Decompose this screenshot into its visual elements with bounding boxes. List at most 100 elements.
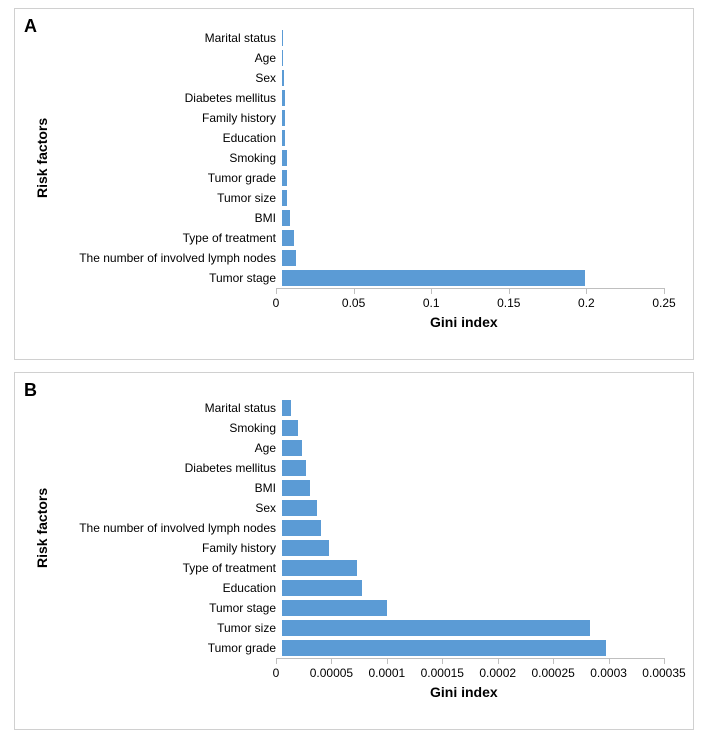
y-axis-label: Risk factors xyxy=(34,118,50,198)
x-tick xyxy=(442,658,443,664)
bar-track xyxy=(282,398,664,418)
y-axis-label: Risk factors xyxy=(34,488,50,568)
bar xyxy=(282,170,287,186)
bar-label: Education xyxy=(58,581,282,595)
bar-track xyxy=(282,48,664,68)
bar-track xyxy=(282,208,664,228)
bar-row: Type of treatment xyxy=(58,558,664,578)
panel-letter: B xyxy=(24,380,37,401)
bar-row: Age xyxy=(58,438,664,458)
bar-track xyxy=(282,438,664,458)
bar-label: Family history xyxy=(58,111,282,125)
bar-row: Smoking xyxy=(58,148,664,168)
x-axis-label: Gini index xyxy=(430,684,498,700)
bar xyxy=(282,580,362,596)
x-tick-label: 0.00005 xyxy=(310,666,353,680)
bar-label: Diabetes mellitus xyxy=(58,91,282,105)
bar-row: Smoking xyxy=(58,418,664,438)
bar xyxy=(282,460,306,476)
x-tick xyxy=(553,658,554,664)
bar-label: Type of treatment xyxy=(58,231,282,245)
bar-row: Tumor grade xyxy=(58,638,664,658)
bar-label: Diabetes mellitus xyxy=(58,461,282,475)
bar-track xyxy=(282,248,664,268)
x-tick xyxy=(586,288,587,294)
bar-row: Type of treatment xyxy=(58,228,664,248)
bar xyxy=(282,620,590,636)
x-tick xyxy=(609,658,610,664)
bar xyxy=(282,400,291,416)
bar xyxy=(282,70,284,86)
bar-row: Sex xyxy=(58,68,664,88)
x-tick-label: 0.15 xyxy=(497,296,520,310)
bar-label: The number of involved lymph nodes xyxy=(58,251,282,265)
bar-track xyxy=(282,458,664,478)
x-tick-label: 0.0002 xyxy=(479,666,516,680)
x-tick-label: 0.2 xyxy=(578,296,595,310)
x-tick xyxy=(498,658,499,664)
bar-row: BMI xyxy=(58,208,664,228)
bar xyxy=(282,440,302,456)
bar-label: BMI xyxy=(58,211,282,225)
bar xyxy=(282,560,357,576)
x-tick xyxy=(664,658,665,664)
bar-label: BMI xyxy=(58,481,282,495)
x-tick-label: 0.00025 xyxy=(531,666,574,680)
plot-area: Marital statusSmoking Age Diabetes mellitu… xyxy=(58,398,664,658)
panel-letter: A xyxy=(24,16,37,37)
bar xyxy=(282,110,285,126)
bar-row: Education xyxy=(58,578,664,598)
bar xyxy=(282,640,606,656)
x-tick xyxy=(431,288,432,294)
x-axis xyxy=(276,658,664,659)
x-tick-label: 0 xyxy=(273,296,280,310)
bar-row: The number of involved lymph nodes xyxy=(58,518,664,538)
bar-label: Education xyxy=(58,131,282,145)
plot-area: Marital status Age Sex Diabetes mellitus Fam… xyxy=(58,28,664,288)
bar-label: Age xyxy=(58,51,282,65)
bar xyxy=(282,90,285,106)
bar-track xyxy=(282,28,664,48)
x-tick-label: 0.0003 xyxy=(590,666,627,680)
bar xyxy=(282,130,285,146)
bar xyxy=(282,420,298,436)
bar-label: Tumor stage xyxy=(58,271,282,285)
bar-track xyxy=(282,498,664,518)
x-tick xyxy=(664,288,665,294)
bar-row: Marital status xyxy=(58,398,664,418)
bar-label: Marital status xyxy=(58,31,282,45)
bar-row: The number of involved lymph nodes xyxy=(58,248,664,268)
x-axis-label: Gini index xyxy=(430,314,498,330)
bar xyxy=(282,190,287,206)
bar-track xyxy=(282,168,664,188)
figure: A Marital status Age Sex Diabetes mellitus Fa… xyxy=(0,0,708,738)
x-tick-label: 0.05 xyxy=(342,296,365,310)
bar-track xyxy=(282,558,664,578)
x-tick-label: 0 xyxy=(273,666,280,680)
bar-label: Tumor size xyxy=(58,191,282,205)
bar-row: Diabetes mellitus xyxy=(58,458,664,478)
bar xyxy=(282,270,585,286)
bar-row: Tumor stage xyxy=(58,598,664,618)
x-tick xyxy=(276,658,277,664)
bar-track xyxy=(282,618,664,638)
bar xyxy=(282,30,283,46)
bar-track xyxy=(282,518,664,538)
bar-row: Age xyxy=(58,48,664,68)
x-tick xyxy=(509,288,510,294)
bar-label: Age xyxy=(58,441,282,455)
x-axis xyxy=(276,288,664,289)
bar xyxy=(282,50,283,66)
x-tick xyxy=(387,658,388,664)
bar-track xyxy=(282,598,664,618)
bar-track xyxy=(282,128,664,148)
bar-track xyxy=(282,148,664,168)
bar xyxy=(282,150,287,166)
bar-track xyxy=(282,478,664,498)
bar-track xyxy=(282,228,664,248)
bar-row: Tumor size xyxy=(58,188,664,208)
bar xyxy=(282,600,387,616)
bar-track xyxy=(282,108,664,128)
bar-track xyxy=(282,418,664,438)
x-tick xyxy=(331,658,332,664)
